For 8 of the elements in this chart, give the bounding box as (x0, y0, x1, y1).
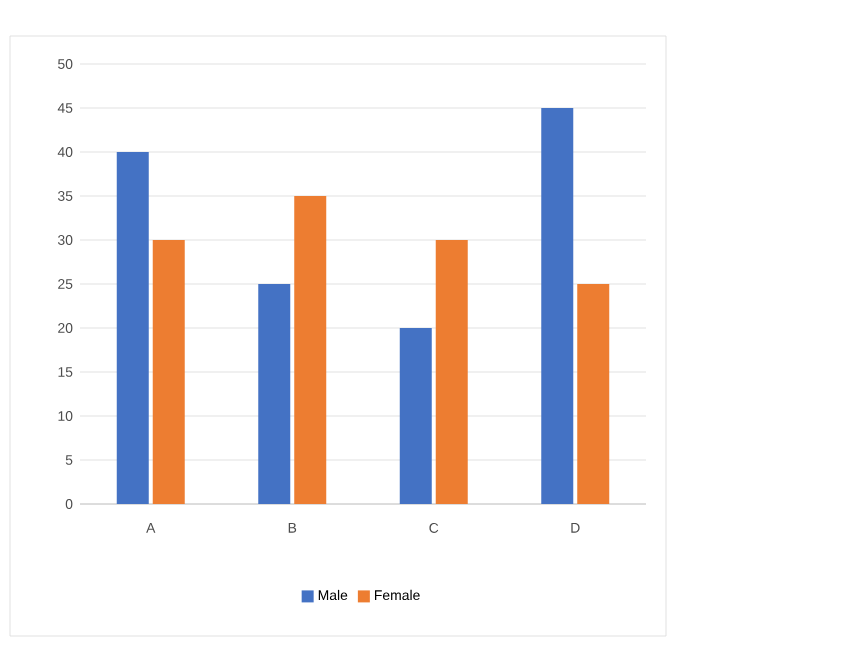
bar (577, 284, 610, 504)
bar (399, 328, 432, 504)
bar (294, 196, 327, 504)
bar (258, 284, 291, 504)
bar (435, 240, 468, 504)
bar (152, 240, 185, 504)
bar (541, 108, 574, 504)
bar (116, 152, 149, 504)
